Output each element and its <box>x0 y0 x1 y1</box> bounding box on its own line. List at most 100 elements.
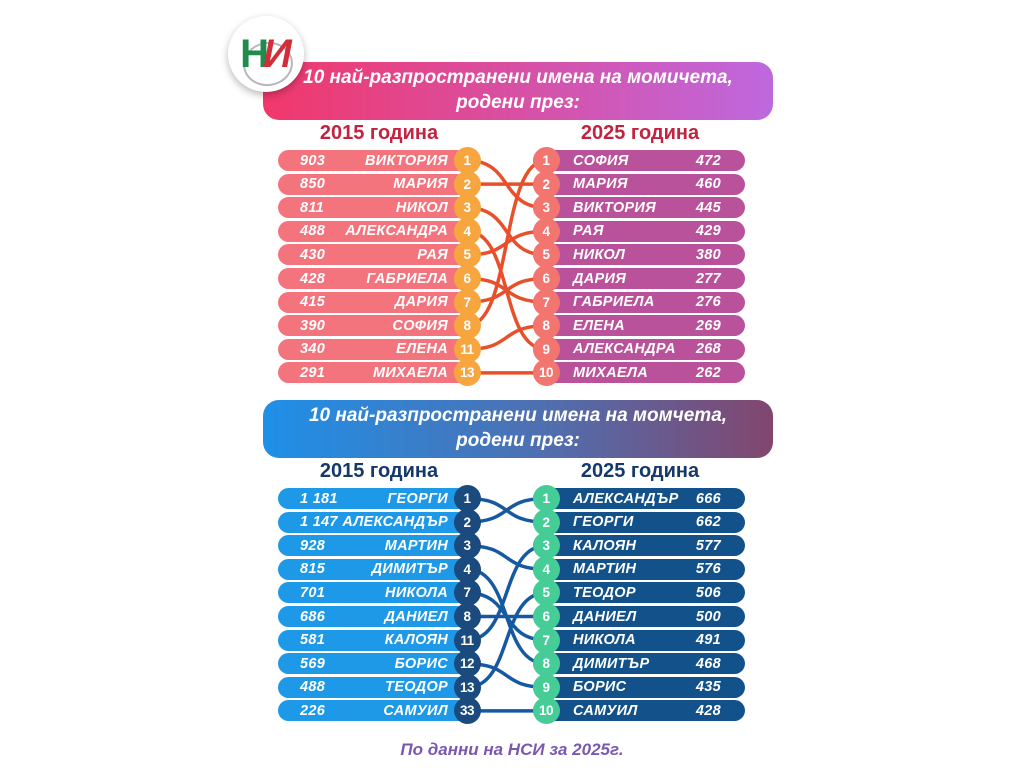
boys-2015-row: 569 БОРИС <box>278 653 468 675</box>
count-2015: 415 <box>300 294 326 311</box>
girls-2025-rank-badge: 7 <box>532 288 560 316</box>
name-label: МАРИЯ <box>393 176 448 193</box>
name-label: РАЯ <box>417 246 448 263</box>
girls-2015-row: 430 РАЯ <box>278 244 468 266</box>
boys-2025-rank-badge: 5 <box>532 579 560 607</box>
girls-banner-title-line2: родени през: <box>456 92 580 113</box>
girls-2025-rank-badge: 8 <box>532 312 560 340</box>
name-label: НИКОЛ <box>395 199 448 216</box>
name-label: ДАРИЯ <box>573 270 627 287</box>
girls-2025-row: ГАБРИЕЛА 276 <box>533 291 745 313</box>
girls-2015-row: 390 СОФИЯ <box>278 315 468 337</box>
name-label: МИХАЕЛА <box>372 364 448 381</box>
count-2015: 340 <box>300 341 326 358</box>
name-label: ДИМИТЪР <box>371 561 448 578</box>
name-label: ДАНИЕЛ <box>573 608 637 625</box>
name-label: АЛЕКСАНДЪР <box>342 514 448 531</box>
boys-rank-link <box>467 543 546 642</box>
count-2015: 903 <box>300 152 326 169</box>
count-2015: 488 <box>300 679 326 696</box>
boys-2015-header: 2015 година <box>319 460 439 482</box>
girls-2015-row: 903 ВИКТОРИЯ <box>278 150 468 171</box>
name-label: ТЕОДОР <box>385 679 448 696</box>
boys-2015-rank-badge: 4 <box>453 555 481 583</box>
boys-2025-row: ДИМИТЪР 468 <box>533 653 745 675</box>
girls-2015-row: 428 ГАБРИЕЛА <box>278 268 468 289</box>
name-label: ТЕОДОР <box>573 584 636 601</box>
girls-2025-row: АЛЕКСАНДРА 268 <box>533 338 745 360</box>
name-label: ВИКТОРИЯ <box>364 152 448 169</box>
girls-2015-rank-badge: 6 <box>453 265 481 292</box>
count-2025: 576 <box>695 561 721 578</box>
boys-2015-row: 581 КАЛОЯН <box>278 629 468 651</box>
girls-2015-row: 811 НИКОЛ <box>278 197 468 219</box>
count-2015: 430 <box>300 246 326 263</box>
girls-2025-row: МАРИЯ 460 <box>533 173 745 195</box>
girls-2015-rank-badge: 13 <box>453 359 481 387</box>
count-2025: 262 <box>695 364 721 381</box>
logo-letter-h: Н <box>240 31 269 76</box>
count-2015: 686 <box>300 608 326 625</box>
name-label: МАРИЯ <box>573 176 628 193</box>
girls-2025-rank-badge: 3 <box>532 194 560 222</box>
boys-banner-title-line1: 10 най-разпространени имена на момчета, <box>308 405 728 427</box>
boys-2025-rank-badge: 3 <box>532 532 560 560</box>
name-label: СОФИЯ <box>392 317 448 334</box>
name-label: ГЕОРГИ <box>573 514 634 531</box>
boys-2025-row: НИКОЛА 491 <box>533 629 745 651</box>
count-2015: 811 <box>300 199 325 216</box>
count-2015: 850 <box>300 176 326 193</box>
girls-2015-row: 850 МАРИЯ <box>278 173 468 195</box>
name-label: ДИМИТЪР <box>573 655 650 672</box>
girls-2015-rank-badge: 1 <box>453 147 481 174</box>
count-2025: 277 <box>695 270 721 287</box>
girls-2025-rank-badge: 10 <box>532 359 560 387</box>
name-label: ГАБРИЕЛА <box>366 270 448 287</box>
girls-2025-row: ДАРИЯ 277 <box>533 268 745 289</box>
logo: Н И <box>228 16 304 92</box>
girls-2015-header: 2015 година <box>319 122 439 144</box>
boys-2025-rank-badge: 2 <box>532 508 560 536</box>
count-2015: 701 <box>300 584 326 601</box>
name-label: РАЯ <box>573 223 604 240</box>
girls-2025-row: РАЯ 429 <box>533 220 745 242</box>
name-label: СОФИЯ <box>573 152 629 169</box>
boys-2015-rank-badge: 3 <box>453 532 481 560</box>
count-2015: 815 <box>300 561 326 578</box>
boys-2015-row: 701 НИКОЛА <box>278 582 468 604</box>
girls-2025-rank-badge: 1 <box>532 147 560 174</box>
count-2025: 276 <box>695 294 721 311</box>
name-label: НИКОЛ <box>573 246 626 263</box>
girls-2025-row: СОФИЯ 472 <box>533 150 745 171</box>
count-2025: 445 <box>695 199 721 216</box>
boys-2015-row: 815 ДИМИТЪР <box>278 558 468 580</box>
count-2025: 472 <box>695 152 721 169</box>
name-label: САМУИЛ <box>573 702 638 719</box>
girls-2025-header: 2025 година <box>580 122 700 144</box>
name-label: НИКОЛА <box>385 584 448 601</box>
boys-2025-row: МАРТИН 576 <box>533 558 745 580</box>
footer-source-note: По данни на НСИ за 2025г. <box>400 740 624 759</box>
boys-2025-rank-badge: 7 <box>532 626 560 654</box>
girls-2025-rank-badge: 2 <box>532 170 560 198</box>
name-label: ГАБРИЕЛА <box>573 294 655 311</box>
name-label: НИКОЛА <box>573 632 636 649</box>
girls-2025-row: ЕЛЕНА 269 <box>533 315 745 337</box>
count-2025: 428 <box>695 702 721 719</box>
boys-2025-row: БОРИС 435 <box>533 676 745 698</box>
boys-2015-row: 1 181 ГЕОРГИ <box>278 488 468 509</box>
name-label: МАРТИН <box>384 537 448 554</box>
count-2025: 460 <box>695 176 721 193</box>
name-label: МИХАЕЛА <box>573 364 649 381</box>
count-2015: 291 <box>300 364 326 381</box>
girls-2015-rank-badge: 3 <box>453 194 481 222</box>
boys-2015-row: 488 ТЕОДОР <box>278 676 468 698</box>
count-2025: 429 <box>695 223 721 240</box>
boys-2015-rank-badge: 2 <box>453 508 481 536</box>
boys-2025-row: ТЕОДОР 506 <box>533 582 745 604</box>
girls-2015-rank-badge: 4 <box>453 217 481 245</box>
boys-2015-row: 1 147 АЛЕКСАНДЪР <box>278 511 468 533</box>
boys-2025-row: ДАНИЕЛ 500 <box>533 606 745 627</box>
